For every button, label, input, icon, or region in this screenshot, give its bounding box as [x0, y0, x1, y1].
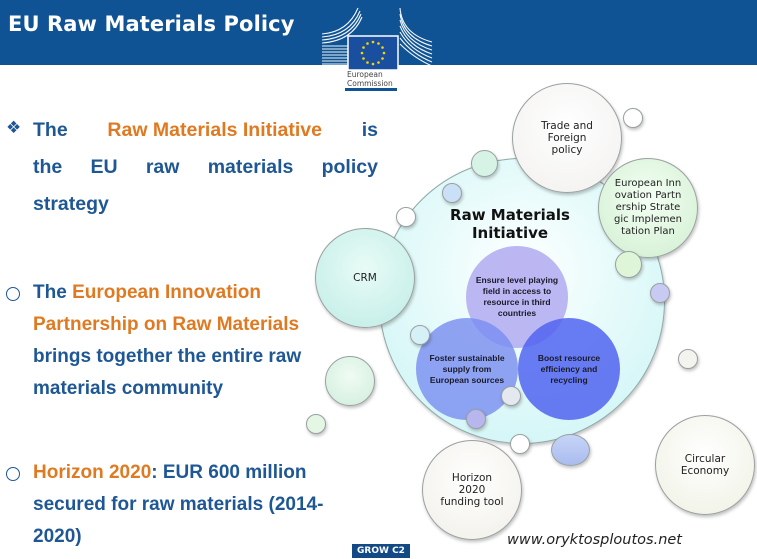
- bubble-crm: CRM: [315, 228, 415, 328]
- pillar-resource-efficiency: Boost resource efficiency and recycling: [518, 318, 620, 420]
- bullet1-line3: strategy: [33, 193, 109, 215]
- decor-bubble: [510, 434, 530, 454]
- decor-bubble: [442, 183, 462, 203]
- decor-bubble: [501, 386, 521, 406]
- pillar2-text: Foster sustainable supply from European …: [429, 352, 505, 385]
- decor-bubble: [471, 150, 498, 177]
- bullet2-highlight: European Innovation Partnership on Raw M…: [33, 282, 300, 335]
- ec-logo-line2: Commission: [347, 79, 393, 88]
- bullet1-text-a: The: [33, 119, 68, 141]
- decor-bubble: [410, 325, 430, 345]
- circular-text: Circular Economy: [680, 453, 730, 477]
- circle-bullet-icon: [6, 467, 20, 481]
- bullet-raw-materials-initiative: The Raw Materials Initiative is the EU raw…: [33, 112, 378, 223]
- ec-logo-text: European Commission: [347, 70, 393, 88]
- decor-bubble: [623, 108, 643, 128]
- footer-url: www.oryktosploutos.net: [507, 532, 682, 548]
- ec-logo-underline: [345, 88, 397, 91]
- circle-bullet-icon: [6, 287, 20, 301]
- horizon-text: Horizon 2020 funding tool: [440, 472, 504, 508]
- decor-bubble: [325, 356, 375, 406]
- decor-bubble: [306, 414, 326, 434]
- bullet1-text-c: is: [361, 119, 378, 141]
- decor-bubble: [650, 283, 670, 303]
- trade-text: Trade and Foreign policy: [541, 120, 593, 156]
- page-title: EU Raw Materials Policy: [8, 12, 295, 36]
- decor-bubble: [615, 251, 642, 278]
- grow-c2-badge: GROW C2: [352, 544, 410, 558]
- decor-bubble: [678, 349, 698, 369]
- pillar1-text: Ensure level playing field in access to …: [475, 275, 559, 318]
- eip-text: European Innovation Partnership Strategi…: [614, 178, 683, 237]
- bubble-horizon-2020: Horizon 2020 funding tool: [422, 440, 522, 540]
- bullet3-post: : EUR 600 million secured for raw materi…: [33, 462, 324, 547]
- bullet1-highlight: Raw Materials Initiative: [107, 119, 322, 141]
- crm-text: CRM: [353, 272, 377, 284]
- bullet-horizon-2020: Horizon 2020: EUR 600 million secured fo…: [33, 457, 363, 553]
- bullet1-line2: the EU raw materials policy: [33, 156, 378, 178]
- bullet2-pre: The: [33, 282, 73, 303]
- pillar-sustainable-supply: Foster sustainable supply from European …: [416, 318, 518, 420]
- bubble-trade-foreign-policy: Trade and Foreign policy: [512, 83, 622, 193]
- european-commission-logo: [321, 7, 433, 71]
- decor-bubble: [551, 434, 590, 466]
- bubble-eip-sip: European Innovation Partnership Strategi…: [598, 158, 698, 258]
- diamond-bullet-icon: ❖: [6, 118, 22, 138]
- bullet3-highlight: Horizon 2020: [33, 462, 152, 483]
- ec-logo-line1: European: [347, 70, 383, 79]
- bullet2-post: brings together the entire raw materials…: [33, 346, 302, 399]
- decor-bubble: [466, 409, 486, 429]
- bullet-eip: The European Innovation Partnership on R…: [33, 277, 333, 405]
- rmi-title: Raw Materials Initiative: [450, 206, 570, 242]
- bubble-circular-economy: Circular Economy: [655, 415, 755, 515]
- decor-bubble: [396, 207, 416, 227]
- pillar3-text: Boost resource efficiency and recycling: [537, 352, 601, 385]
